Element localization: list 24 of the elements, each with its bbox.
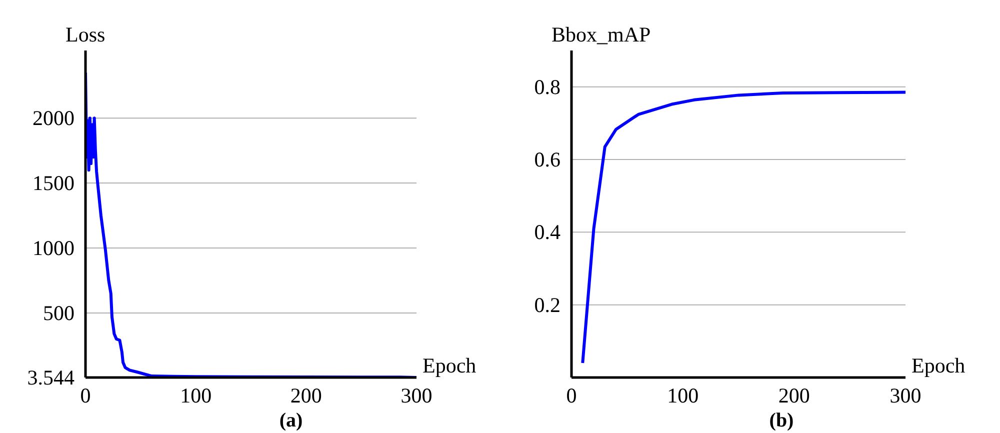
y-tick-label: 500 [43, 300, 74, 325]
text: (b) [769, 410, 794, 432]
y-axis-title: Loss [66, 22, 106, 46]
y-axis-title: Bbox_mAP [552, 22, 651, 46]
x-tick-label: 300 [890, 384, 922, 408]
x-tick-label: 200 [778, 384, 810, 408]
x-tick-label: 200 [290, 384, 322, 408]
text: (a) [279, 410, 303, 432]
x-tick-label: 0 [80, 384, 91, 408]
x-axis-title: Epoch [912, 354, 966, 378]
x-tick-label: 100 [667, 384, 699, 408]
x-tick-label: 0 [566, 384, 577, 408]
x-tick-label: 300 [400, 384, 432, 408]
y-tick-label: 1000 [32, 236, 74, 260]
y-tick-label: 0.6 [534, 148, 560, 172]
line-series [581, 90, 907, 364]
x-tick-label: 100 [180, 384, 212, 408]
y-tick-label: 3.544 [27, 366, 75, 390]
y-tick-label: 1500 [32, 171, 74, 196]
x-axis-title: Epoch [422, 354, 477, 378]
y-tick-label: 0.2 [534, 292, 560, 317]
y-tick-label: 0.8 [534, 74, 560, 99]
y-tick-label: 2000 [32, 106, 74, 130]
y-tick-label: 0.4 [534, 220, 561, 244]
